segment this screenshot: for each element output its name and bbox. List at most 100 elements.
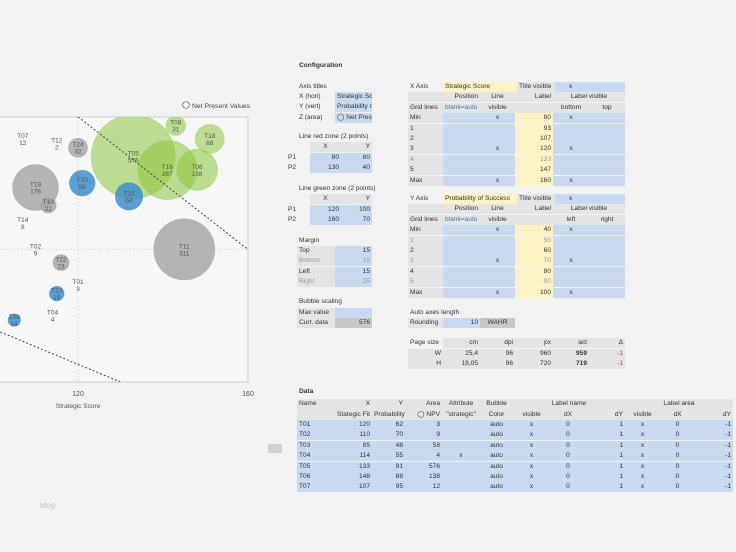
label-visible-input[interactable]: x: [553, 113, 589, 124]
label-visible-input[interactable]: x: [553, 287, 589, 298]
grid-line-visible-input[interactable]: [480, 165, 515, 176]
grid-label-input[interactable]: 133: [515, 154, 553, 165]
data-cell[interactable]: 58: [405, 440, 442, 451]
label-visible-input[interactable]: [589, 113, 625, 124]
grid-position-input[interactable]: [443, 235, 480, 246]
data-cell[interactable]: x: [513, 472, 550, 482]
data-row-name[interactable]: T07: [297, 482, 335, 493]
data-cell[interactable]: 55: [372, 451, 405, 462]
grid-label-input[interactable]: 50: [515, 235, 553, 246]
data-row-name[interactable]: T02: [297, 430, 335, 441]
grid-position-input[interactable]: [443, 277, 480, 288]
label-visible-input[interactable]: x: [553, 256, 589, 267]
axis-title-input[interactable]: Probability of Success: [443, 194, 517, 204]
data-cell[interactable]: x: [625, 461, 660, 472]
data-cell[interactable]: x: [513, 461, 550, 472]
data-cell[interactable]: auto: [480, 451, 513, 462]
grid-line-visible-input[interactable]: x: [480, 256, 515, 267]
data-cell[interactable]: 0: [660, 482, 695, 493]
data-cell[interactable]: 0: [550, 420, 586, 430]
grid-label-input[interactable]: 40: [515, 225, 553, 236]
data-cell[interactable]: 1: [586, 461, 625, 472]
data-cell[interactable]: -1: [695, 440, 733, 451]
data-cell[interactable]: x: [625, 472, 660, 482]
data-cell[interactable]: [442, 430, 480, 441]
data-cell[interactable]: 62: [372, 420, 405, 430]
grid-label-input[interactable]: 80: [515, 266, 553, 277]
label-visible-input[interactable]: [589, 123, 625, 134]
data-cell[interactable]: 95: [372, 482, 405, 493]
label-visible-input[interactable]: [589, 287, 625, 298]
grid-position-input[interactable]: [443, 246, 480, 256]
data-cell[interactable]: 107: [335, 482, 372, 493]
grid-position-input[interactable]: [443, 256, 480, 267]
data-cell[interactable]: 1: [586, 430, 625, 441]
grid-label-input[interactable]: 120: [515, 144, 553, 155]
data-cell[interactable]: 1: [586, 420, 625, 430]
data-row-name[interactable]: T01: [297, 420, 335, 430]
label-visible-input[interactable]: [553, 266, 589, 277]
margin-input[interactable]: 25: [335, 277, 372, 288]
grid-label-input[interactable]: 107: [515, 134, 553, 144]
label-visible-input[interactable]: [589, 246, 625, 256]
title-visible-input[interactable]: x: [555, 194, 625, 204]
data-cell[interactable]: x: [625, 451, 660, 462]
data-cell[interactable]: auto: [480, 440, 513, 451]
data-cell[interactable]: 0: [550, 461, 586, 472]
grid-label-input[interactable]: 80: [515, 113, 553, 124]
data-row-name[interactable]: T06: [297, 472, 335, 482]
margin-input[interactable]: 15: [335, 246, 372, 256]
zone-x-input[interactable]: 80: [310, 152, 341, 163]
label-visible-input[interactable]: x: [553, 225, 589, 236]
data-cell[interactable]: 48: [372, 440, 405, 451]
data-cell[interactable]: 1: [586, 440, 625, 451]
data-cell[interactable]: 1: [586, 482, 625, 493]
data-cell[interactable]: auto: [480, 430, 513, 441]
data-cell[interactable]: 0: [550, 451, 586, 462]
zone-x-input[interactable]: 130: [310, 162, 341, 173]
data-cell[interactable]: x: [513, 430, 550, 441]
label-visible-input[interactable]: [553, 235, 589, 246]
data-cell[interactable]: -1: [695, 430, 733, 441]
label-visible-input[interactable]: [589, 256, 625, 267]
data-cell[interactable]: 12: [405, 482, 442, 493]
data-cell[interactable]: 0: [660, 472, 695, 482]
data-cell[interactable]: 110: [335, 430, 372, 441]
rounding-input[interactable]: 10: [443, 318, 480, 328]
grid-line-visible-input[interactable]: [480, 246, 515, 256]
grid-line-visible-input[interactable]: x: [480, 225, 515, 236]
grid-position-input[interactable]: [443, 154, 480, 165]
axis-title-input[interactable]: ◯ Net Prese: [335, 112, 372, 123]
grid-line-visible-input[interactable]: x: [480, 113, 515, 124]
data-cell[interactable]: 85: [335, 440, 372, 451]
data-row-name[interactable]: T05: [297, 461, 335, 472]
data-cell[interactable]: x: [625, 420, 660, 430]
axis-title-input[interactable]: Strategic Sc: [335, 92, 372, 102]
data-cell[interactable]: 0: [660, 440, 695, 451]
data-cell[interactable]: 91: [372, 461, 405, 472]
label-visible-input[interactable]: [553, 154, 589, 165]
label-visible-input[interactable]: [589, 225, 625, 236]
grid-label-input[interactable]: 90: [515, 277, 553, 288]
data-cell[interactable]: [442, 440, 480, 451]
label-visible-input[interactable]: [553, 123, 589, 134]
grid-position-input[interactable]: [443, 165, 480, 176]
label-visible-input[interactable]: [589, 134, 625, 144]
data-cell[interactable]: [442, 420, 480, 430]
data-cell[interactable]: 0: [660, 420, 695, 430]
grid-position-input[interactable]: [443, 175, 480, 186]
zone-y-input[interactable]: 100: [341, 204, 372, 215]
data-cell[interactable]: x: [625, 430, 660, 441]
label-visible-input[interactable]: [553, 246, 589, 256]
label-visible-input[interactable]: [589, 165, 625, 176]
data-cell[interactable]: x: [513, 420, 550, 430]
data-cell[interactable]: 120: [335, 420, 372, 430]
data-cell[interactable]: 3: [405, 420, 442, 430]
data-cell[interactable]: auto: [480, 472, 513, 482]
zone-x-input[interactable]: 120: [310, 204, 341, 215]
data-cell[interactable]: 114: [335, 451, 372, 462]
data-cell[interactable]: -1: [695, 472, 733, 482]
data-cell[interactable]: x: [625, 482, 660, 493]
label-visible-input[interactable]: [589, 144, 625, 155]
label-visible-input[interactable]: [553, 277, 589, 288]
